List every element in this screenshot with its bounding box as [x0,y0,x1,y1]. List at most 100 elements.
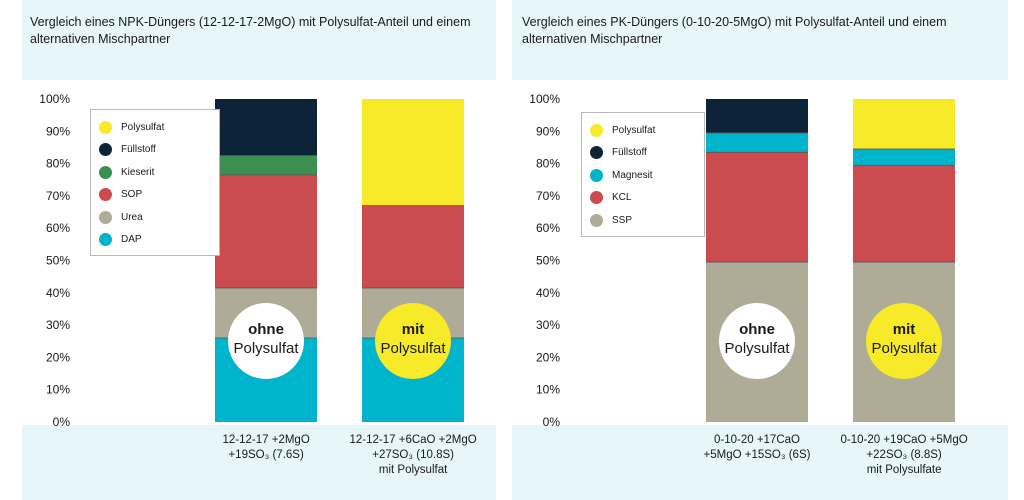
bar-segment-f-llstoff [706,99,808,133]
legend-swatch [590,213,603,227]
y-tick-label: 10% [536,383,560,397]
left-chart-title: Vergleich eines NPK-Düngers (12-12-17-2M… [30,14,500,48]
legend-label: Polysulfat [121,121,165,133]
legend-item: Polysulfat [590,119,696,142]
legend-swatch [99,188,112,202]
y-tick-label: 80% [46,157,70,171]
category-label-line: mit Polysulfate [866,464,942,476]
legend-swatch [590,191,603,205]
legend-item: Magnesit [590,164,696,187]
badge-text: Polysulfat [724,340,790,357]
category-label-line: 0-10-20 +17CaO [713,434,800,446]
legend-swatch [99,233,112,247]
y-tick-label: 60% [46,221,70,235]
legend: Polysulfat Füllstoff Magnesit KCL SSP [581,112,705,237]
category-label-line: +27SO₃ (10.8S) [372,449,454,461]
y-tick-label: 100% [529,92,560,106]
legend-swatch [99,120,112,134]
right-title-line-1: Vergleich eines PK-Düngers (0-10-20-5MgO… [522,15,947,29]
y-tick-label: 20% [46,350,70,364]
category-label: 12-12-17 +2MgO +19SO₃ (7.6S) [223,433,310,463]
legend-item: SOP [99,184,211,207]
y-tick-label: 100% [39,92,70,106]
legend-label: Urea [121,211,143,223]
legend-swatch [99,165,112,179]
bar-segment-f-llstoff [215,99,317,156]
legend-item: Polysulfat [99,116,211,139]
y-tick-label: 30% [46,318,70,332]
bar-segment-magnesit [706,132,808,153]
y-tick-label: 80% [536,157,560,171]
badge-circle [375,303,451,379]
legend-swatch [590,123,603,137]
y-tick-label: 60% [536,221,560,235]
category-label-line: +22SO₃ (8.8S) [866,449,942,461]
y-tick-label: 70% [46,189,70,203]
right-title-line-2: alternativen Mischpartner [522,32,663,46]
category-label-line: +19SO₃ (7.6S) [228,449,304,461]
bar-segment-magnesit [853,149,955,166]
category-label-line: +5MgO +15SO₃ (6S) [703,449,811,461]
legend: Polysulfat Füllstoff Kieserit SOP Urea DAP [90,109,220,256]
legend-item: Füllstoff [99,139,211,162]
legend-swatch [590,168,603,182]
badge-text: Polysulfat [380,340,446,357]
category-label-line: 0-10-20 +19CaO +5MgO [840,434,968,446]
right-chart-title: Vergleich eines PK-Düngers (0-10-20-5MgO… [522,14,992,48]
legend-label: SOP [121,189,143,201]
legend-label: DAP [121,234,142,246]
y-tick-label: 40% [536,286,560,300]
badge-text: Polysulfat [871,340,937,357]
legend-item: Füllstoff [590,142,696,165]
badge-text: ohne [739,321,775,338]
legend-label: Füllstoff [612,147,647,159]
bar-segment-polysulfat [853,99,955,150]
y-tick-label: 10% [46,383,70,397]
bar-segment-polysulfat [362,99,464,206]
legend-label: KCL [612,192,632,204]
bar-segment-kcl [706,152,808,263]
y-tick-label: 70% [536,189,560,203]
y-tick-label: 50% [46,254,70,268]
badge-text: mit [893,321,916,338]
y-tick-label: 90% [536,124,560,138]
legend-swatch [99,210,112,224]
badge-circle [866,303,942,379]
legend-item: Urea [99,206,211,229]
y-tick-label: 20% [536,350,560,364]
legend-label: Kieserit [121,166,155,178]
legend-label: Polysulfat [612,124,656,136]
bar-segment-sop [215,174,317,288]
legend-item: Kieserit [99,161,211,184]
bar-segment-kcl [853,165,955,263]
left-title-line-2: alternativen Mischpartner [30,32,171,46]
legend-label: Magnesit [612,169,653,181]
category-label: 0-10-20 +19CaO +5MgO +22SO₃ (8.8S) mit Pol… [841,433,968,478]
category-label-line: 12-12-17 +2MgO [222,434,310,446]
badge-text: ohne [248,321,284,338]
y-tick-label: 90% [46,124,70,138]
y-tick-label: 40% [46,286,70,300]
badge-text: mit [402,321,425,338]
legend-item: SSP [590,209,696,232]
left-title-line-1: Vergleich eines NPK-Düngers (12-12-17-2M… [30,15,471,29]
badge-circle [228,303,304,379]
bar-segment-kieserit [215,155,317,175]
bar-segment-sop [362,205,464,288]
category-label-line: mit Polysulfat [378,464,448,476]
legend-swatch [590,146,603,160]
legend-item: KCL [590,187,696,210]
category-label: 12-12-17 +6CaO +2MgO +27SO₃ (10.8S) mit Po… [350,433,477,478]
legend-label: Füllstoff [121,144,156,156]
legend-label: SSP [612,214,633,226]
legend-item: DAP [99,229,211,252]
category-label: 0-10-20 +17CaO +5MgO +15SO₃ (6S) [704,433,811,463]
badge-circle [719,303,795,379]
y-tick-label: 0% [543,415,561,429]
badge-text: Polysulfat [233,340,299,357]
y-tick-label: 30% [536,318,560,332]
y-tick-label: 50% [536,254,560,268]
category-label-line: 12-12-17 +6CaO +2MgO [349,434,477,446]
legend-swatch [99,143,112,157]
